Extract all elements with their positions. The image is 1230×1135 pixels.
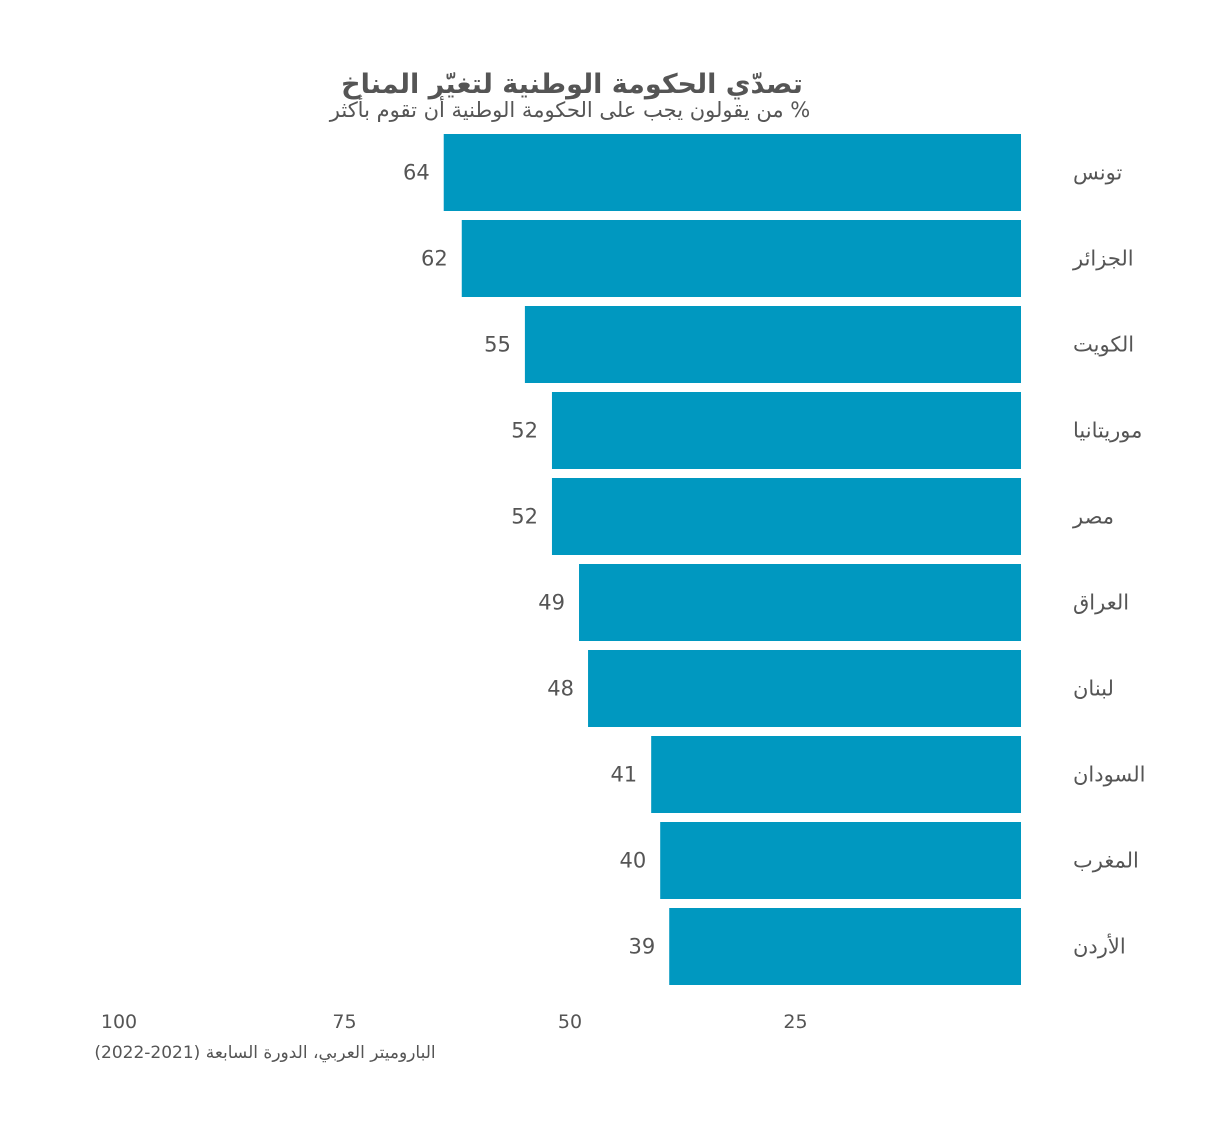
x-tick-label: 50: [558, 1011, 582, 1033]
category-label: تونس: [1073, 161, 1122, 185]
category-label: لبنان: [1073, 677, 1114, 701]
category-label: الكويت: [1073, 333, 1134, 357]
category-label: المغرب: [1073, 849, 1139, 873]
value-label: 49: [538, 591, 565, 615]
x-tick-label: 100: [101, 1011, 137, 1033]
bar: [579, 564, 1021, 641]
bar: [669, 908, 1021, 985]
category-label: العراق: [1073, 591, 1129, 615]
x-axis-ticks: 100 75 50 25: [101, 1011, 808, 1033]
value-label: 62: [421, 247, 448, 271]
chart-title: تصدّي الحكومة الوطنية لتغيّر المناخ: [341, 69, 803, 100]
value-label: 64: [403, 161, 430, 185]
value-label: 39: [628, 935, 655, 959]
category-label: موريتانيا: [1073, 419, 1142, 443]
source-note: الباروميتر العربي، الدورة السابعة (2021-…: [94, 1043, 435, 1063]
x-tick-label: 25: [783, 1011, 807, 1033]
bar: [651, 736, 1021, 813]
bar: [660, 822, 1021, 899]
category-label: السودان: [1073, 763, 1145, 787]
value-label: 48: [547, 677, 574, 701]
bar: [551, 392, 1021, 469]
category-label: مصر: [1072, 505, 1114, 529]
bar: [461, 220, 1021, 297]
bars-group: [443, 134, 1022, 985]
chart-subtitle: % من يقولون يجب على الحكومة الوطنية أن ت…: [329, 95, 810, 122]
category-labels-group: تونس الجزائر الكويت موريتانيا مصر العراق لبنان…: [1072, 161, 1145, 959]
x-tick-label: 75: [332, 1011, 356, 1033]
bar: [524, 306, 1021, 383]
category-label: الأردن: [1073, 934, 1126, 959]
bar: [551, 478, 1021, 555]
value-label: 52: [511, 419, 538, 443]
value-label: 41: [610, 763, 637, 787]
value-labels-group: 64 62 55 52 52 49 48 41 40 39: [403, 161, 655, 959]
bar: [588, 650, 1021, 727]
value-label: 55: [484, 333, 511, 357]
category-label: الجزائر: [1072, 247, 1134, 271]
value-label: 40: [619, 849, 646, 873]
bar: [443, 134, 1022, 211]
value-label: 52: [511, 505, 538, 529]
